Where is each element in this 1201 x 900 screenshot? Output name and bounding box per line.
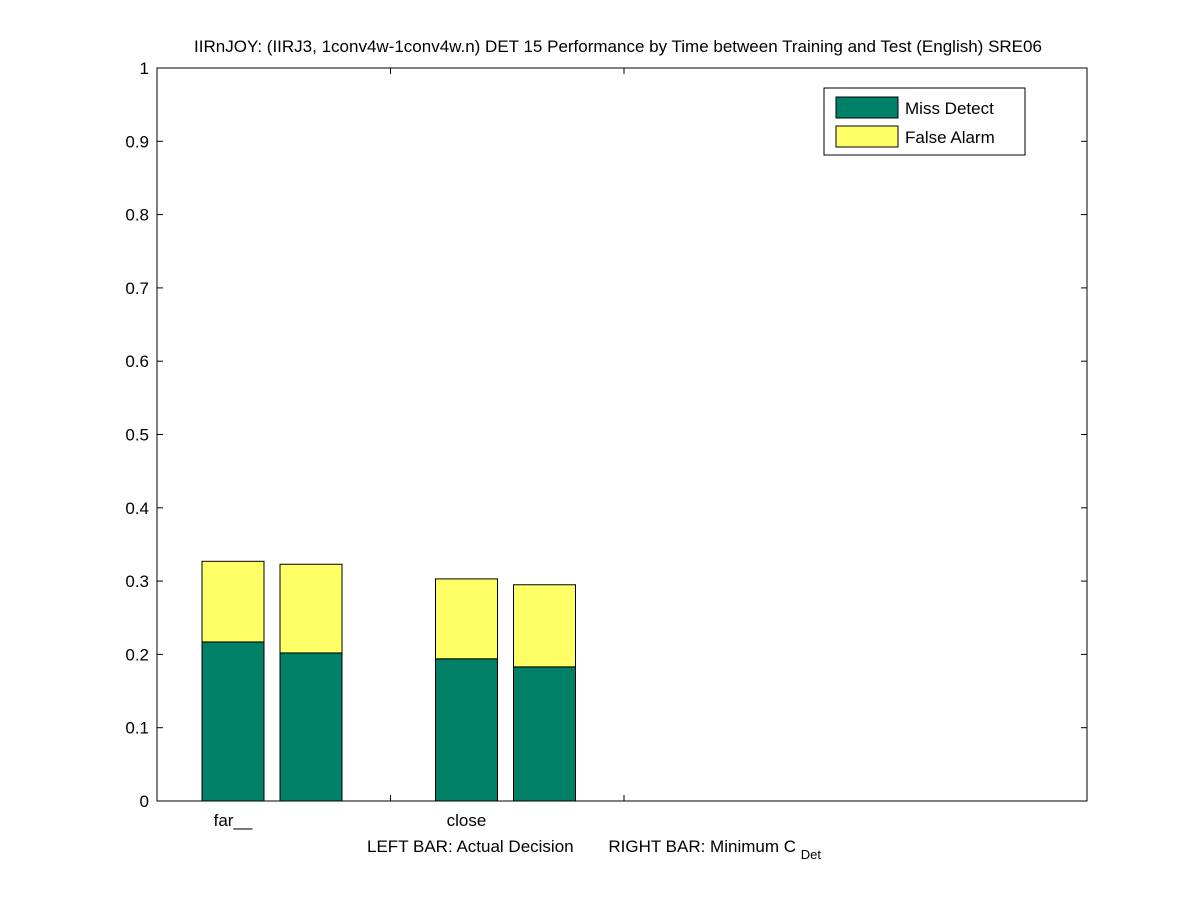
y-tick-label: 0.9 [125,132,149,151]
y-tick-label: 0.7 [125,279,149,298]
bar-far-actual-miss-detect [201,641,265,802]
y-tick-label: 0.2 [125,645,149,664]
y-tick-label: 1 [140,59,149,78]
bar-far-minimum-false-alarm [279,563,343,654]
y-tick-label: 0.4 [125,499,149,518]
legend-label: False Alarm [905,128,995,147]
chart-title: IIRnJOY: (IIRJ3, 1conv4w-1conv4w.n) DET … [194,37,1042,56]
legend-swatch [835,125,899,148]
x-axis-label-subscript: Det [801,847,822,862]
y-tick-label: 0.8 [125,206,149,225]
bar-close-minimum-miss-detect [513,666,576,802]
y-tick-label: 0.3 [125,572,149,591]
x-tick-label: close [447,811,487,830]
bar-far-minimum-miss-detect [279,652,343,802]
bar-far-actual-false-alarm [201,560,265,643]
y-tick-label: 0.5 [125,426,149,445]
legend: Miss Detect False Alarm [823,87,1026,156]
x-axis-label-right: RIGHT BAR: Minimum C [608,837,796,856]
y-tick-label: 0.6 [125,352,149,371]
legend-swatch [835,96,899,119]
x-axis-label-left: LEFT BAR: Actual Decision [367,837,574,856]
plot-area: 0 0.1 0.2 0.3 0.4 0.5 0.6 0.7 0.8 0.9 1 far__ close [125,59,1088,830]
legend-label: Miss Detect [905,99,994,118]
x-axis-label: LEFT BAR: Actual Decision RIGHT BAR: Min… [367,837,821,862]
bar-close-actual-miss-detect [435,658,498,802]
bar-close-actual-false-alarm [435,578,498,660]
y-tick-label: 0 [140,792,149,811]
y-tick-label: 0.1 [125,719,149,738]
x-tick-label: far__ [214,811,253,830]
bar-close-minimum-false-alarm [513,584,576,668]
